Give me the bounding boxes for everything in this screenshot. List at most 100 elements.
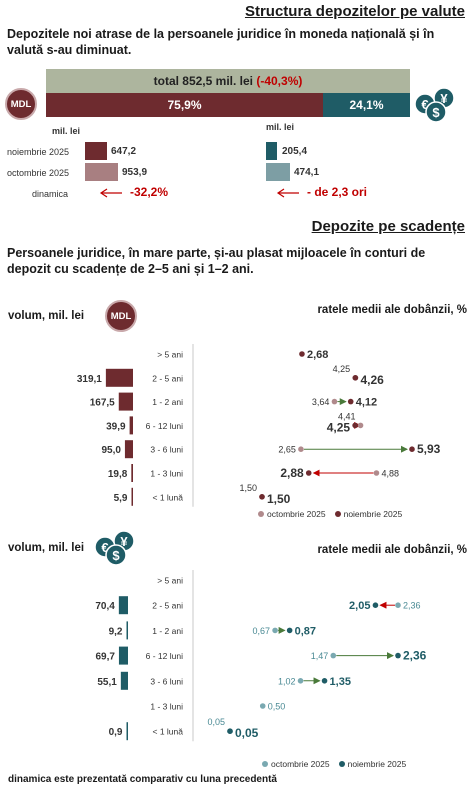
fx-rate-dot-oct bbox=[272, 627, 278, 634]
fx-category-label: < 1 lună bbox=[153, 727, 184, 737]
legend2-oct-label: octombrie 2025 bbox=[271, 759, 330, 769]
mdl-rate-label-oct: 4,88 bbox=[381, 469, 399, 479]
panel2-rate-label: ratele medii ale dobânzii, % bbox=[317, 544, 467, 556]
mdl-volume-bar bbox=[131, 464, 133, 482]
mdl-volume-bar bbox=[124, 440, 133, 459]
svg-text:¥: ¥ bbox=[440, 91, 448, 106]
share-fx-label: 24,1% bbox=[349, 98, 384, 112]
mdl-dyn-arrow bbox=[99, 188, 122, 198]
fx-category-label: > 5 ani bbox=[157, 576, 183, 586]
mdl-rate-dot-nov bbox=[352, 375, 359, 381]
svg-text:$: $ bbox=[432, 105, 440, 120]
mdl-rate-label-oct: 3,64 bbox=[312, 397, 330, 407]
mdl-oct-bar bbox=[85, 163, 118, 181]
svg-text:€: € bbox=[421, 97, 428, 112]
total-label: total 852,5 mil. lei bbox=[153, 74, 253, 88]
fx-dyn-value: - de 2,3 ori bbox=[307, 185, 368, 199]
fx-volume-bar bbox=[126, 621, 128, 640]
fx-rate-label-nov: 0,05 bbox=[235, 726, 259, 740]
fx-rate-label-oct: 2,36 bbox=[403, 601, 421, 611]
fx-category-label: 1 - 3 luni bbox=[150, 702, 183, 712]
mdl-nov-bar bbox=[85, 142, 107, 160]
footnote: dinamica este prezentată comparativ cu l… bbox=[8, 774, 277, 785]
mdl-volume-label: 167,5 bbox=[90, 398, 115, 409]
fx-rate-label-oct: 0,50 bbox=[268, 702, 286, 712]
mdl-rate-dot-nov bbox=[409, 446, 415, 453]
fx-volume-label: 0,9 bbox=[109, 727, 123, 738]
mdl-badge: MDL bbox=[5, 88, 37, 120]
fx-rate-dot-oct bbox=[395, 602, 401, 608]
mdl-rate-dot-nov bbox=[347, 398, 354, 405]
fx-category-label: 6 - 12 luni bbox=[146, 651, 183, 661]
mdl-nov-value: 647,2 bbox=[111, 146, 137, 157]
fx-rate-dot-nov bbox=[321, 678, 328, 684]
fx-dyn-arrow bbox=[276, 188, 299, 198]
legend-dot-oct bbox=[258, 511, 264, 517]
fx-rate-label-oct: 0,67 bbox=[253, 626, 271, 636]
fx-rate-dot-nov bbox=[286, 627, 293, 634]
fx-rate-label-oct: 0,05 bbox=[207, 717, 225, 727]
fx-rate-dot-nov bbox=[372, 602, 379, 608]
mdl-rate-dot-oct bbox=[373, 470, 380, 476]
fx-volume-label: 69,7 bbox=[95, 652, 115, 663]
fx-rate-label-nov: 0,87 bbox=[295, 625, 316, 637]
fx-rate-label-nov: 2,05 bbox=[349, 600, 370, 612]
mdl-volume-bar bbox=[118, 392, 133, 411]
mdl-volume-label: 39,9 bbox=[106, 421, 126, 432]
total-change: (-40,3%) bbox=[256, 74, 303, 88]
fx-oct-value: 474,1 bbox=[294, 167, 320, 178]
legend2-dot-oct bbox=[262, 761, 268, 767]
mdl-category-label: 2 - 5 ani bbox=[152, 373, 183, 383]
legend-nov-label: noiembrie 2025 bbox=[343, 509, 403, 519]
fx-rate-dot-nov bbox=[227, 728, 233, 734]
mdl-rate-label-oct: 4,41 bbox=[338, 411, 356, 421]
fx-rate-label-nov: 1,35 bbox=[330, 676, 351, 688]
fx-rate-dot-oct bbox=[297, 678, 304, 684]
fx-category-label: 1 - 2 ani bbox=[152, 626, 183, 636]
fx-volume-label: 55,1 bbox=[97, 677, 117, 688]
panel1-mdl-badge: MDL bbox=[105, 300, 137, 332]
mdl-volume-bar bbox=[131, 487, 133, 506]
fx-volume-bar bbox=[126, 722, 128, 741]
mdl-rate-dot-nov bbox=[305, 470, 312, 476]
svg-text:$: $ bbox=[112, 548, 120, 563]
fx-volume-label: 70,4 bbox=[95, 601, 115, 612]
legend2-nov-label: noiembrie 2025 bbox=[347, 759, 407, 769]
mdl-rate-dot-nov bbox=[259, 494, 265, 500]
mdl-rate-dot-oct bbox=[357, 422, 364, 429]
mdl-category-label: 6 - 12 luni bbox=[146, 421, 183, 431]
fx-volume-label: 9,2 bbox=[109, 626, 123, 637]
mdl-category-label: < 1 lună bbox=[153, 492, 184, 502]
mdl-rate-label-nov: 4,12 bbox=[356, 397, 377, 409]
fx-volume-bar bbox=[120, 671, 128, 690]
mdl-volume-bar bbox=[105, 368, 133, 387]
legend-dot-nov bbox=[334, 511, 341, 517]
mdl-volume-label: 5,9 bbox=[114, 493, 128, 504]
fx-nov-bar bbox=[266, 142, 277, 160]
share-bar-fx: 24,1% bbox=[323, 93, 410, 117]
mdl-rate-dot-nov bbox=[352, 422, 358, 429]
mdl-volume-label: 319,1 bbox=[77, 374, 102, 385]
section2-intro: Persoanele juridice, în mare parte, și-a… bbox=[7, 246, 426, 276]
fx-category-label: 2 - 5 ani bbox=[152, 601, 183, 611]
mdl-category-label: 1 - 2 ani bbox=[152, 397, 183, 407]
panel2-currency-icon: € ¥ $ bbox=[94, 530, 135, 566]
mdl-oct-value: 953,9 bbox=[122, 167, 148, 178]
mdl-rate-label-nov: 5,93 bbox=[417, 442, 441, 456]
row-label-nov: noiembrie 2025 bbox=[7, 147, 70, 157]
mdl-rate-label-oct: 4,25 bbox=[333, 364, 351, 374]
row-label-dyn: dinamica bbox=[32, 189, 69, 199]
mdl-rate-dot-nov bbox=[299, 351, 305, 357]
fx-rate-dot-nov bbox=[395, 652, 401, 659]
mdl-rate-label-nov: 2,88 bbox=[280, 466, 304, 480]
fx-category-label: 3 - 6 luni bbox=[150, 676, 183, 686]
mdl-dyn-value: -32,2% bbox=[130, 185, 169, 199]
section1-intro: Depozitele noi atrase de la persoanele j… bbox=[7, 27, 435, 57]
mdl-rate-label-nov: 1,50 bbox=[267, 492, 291, 506]
unit-fx: mil. lei bbox=[266, 122, 295, 132]
mdl-category-label: 3 - 6 luni bbox=[150, 445, 183, 455]
svg-text:€: € bbox=[101, 540, 108, 555]
fx-oct-bar bbox=[266, 163, 290, 181]
mdl-rate-label-nov: 4,25 bbox=[327, 420, 351, 434]
